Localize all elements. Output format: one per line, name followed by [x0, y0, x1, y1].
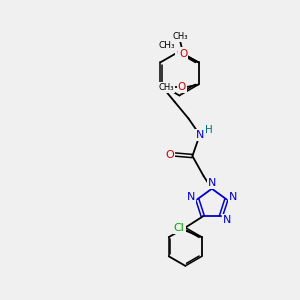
Text: N: N — [229, 192, 237, 202]
Text: N: N — [223, 215, 231, 225]
Text: N: N — [196, 130, 204, 140]
Text: CH₃: CH₃ — [159, 83, 174, 92]
Text: Cl: Cl — [174, 223, 185, 233]
Text: N: N — [208, 178, 216, 188]
Text: O: O — [179, 49, 188, 59]
Text: CH₃: CH₃ — [172, 32, 188, 41]
Text: O: O — [166, 150, 174, 160]
Text: CH₃: CH₃ — [158, 41, 175, 50]
Text: N: N — [187, 192, 195, 202]
Text: O: O — [176, 48, 184, 58]
Text: O: O — [178, 82, 186, 92]
Text: H: H — [205, 125, 213, 135]
